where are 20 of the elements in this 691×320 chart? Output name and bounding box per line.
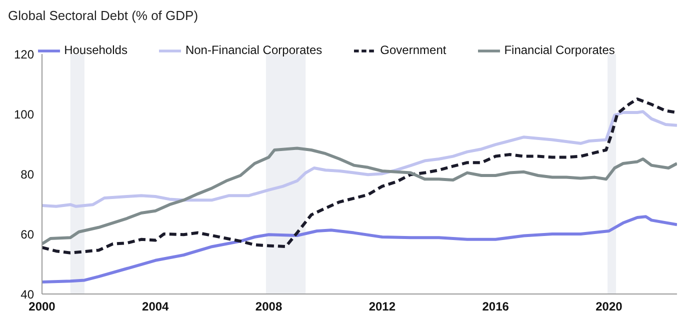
y-tick-label: 80 [20,167,34,182]
line-series [42,110,677,208]
y-tick-label: 120 [14,47,34,62]
x-tick-label: 2012 [368,300,396,314]
legend-label: Non-Financial Corporates [185,43,322,58]
line-series [42,98,677,254]
y-tick-label: 100 [14,107,34,122]
legend-label: Government [380,43,446,58]
chart-title: Global Sectoral Debt (% of GDP) [8,8,200,25]
x-tick-label: 2000 [28,300,56,314]
x-tick-label: 2020 [596,300,623,314]
y-tick-label: 60 [20,227,34,242]
x-tick-label: 2008 [255,300,282,314]
line-series [42,215,677,284]
legend-label: Financial Corporates [504,43,615,58]
legend-label: Households [64,43,128,58]
x-tick-label: 2004 [142,300,170,314]
y-tick-label: 40 [20,287,34,302]
line-series [42,146,677,246]
x-tick-label: 2016 [482,300,510,314]
